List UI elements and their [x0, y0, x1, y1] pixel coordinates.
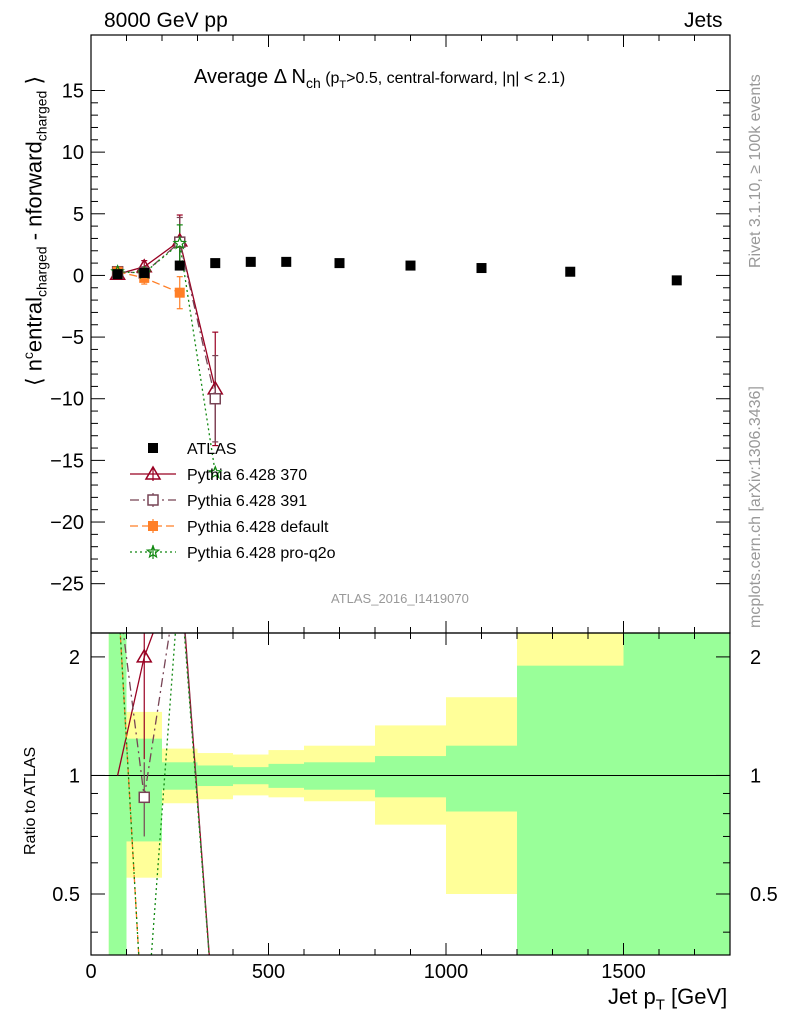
data-point — [139, 267, 150, 278]
main-series-lines — [114, 214, 219, 473]
category-label: Jets — [684, 9, 723, 32]
legend-entry: Pythia 6.428 391 — [130, 493, 307, 510]
data-point — [174, 287, 185, 298]
legend-label: ATLAS — [187, 441, 237, 458]
legend-marker — [145, 544, 161, 559]
ratio-y-tick-label-right: 2 — [750, 647, 761, 669]
x-tick-label: 1000 — [424, 961, 469, 983]
legend-label: Pythia 6.428 pro-q2o — [187, 545, 336, 562]
energy-label: 8000 GeV pp — [104, 9, 228, 32]
y-tick-label: −10 — [50, 389, 84, 411]
legend-marker — [148, 443, 158, 453]
data-point — [476, 263, 487, 274]
ratio-y-tick-label-right: 0.5 — [750, 884, 778, 906]
legend-marker — [148, 521, 158, 531]
series-line — [117, 239, 216, 390]
x-axis-title: Jet pT [GeV] — [608, 984, 728, 1014]
legend: ATLAS Pythia 6.428 370 Pythia 6.428 391 Pyt… — [130, 441, 336, 562]
ratio-point — [135, 648, 153, 663]
y-tick-label: 5 — [73, 204, 84, 226]
y-tick-label: −20 — [50, 512, 84, 534]
ratio-y-tick-label: 0.5 — [52, 884, 80, 906]
data-point — [209, 392, 221, 405]
y-tick-label: −15 — [50, 450, 84, 472]
x-tick-label: 0 — [85, 961, 96, 983]
y-tick-label: 10 — [62, 142, 84, 164]
mcplots-label: mcplots.cern.ch [arXiv:1306.3436] — [747, 386, 764, 628]
ratio-y-axis-title: Ratio to ATLAS — [22, 746, 39, 855]
y-tick-label: −25 — [50, 574, 84, 596]
plot-title: Average Δ Nch (pT>0.5, central-forward, … — [194, 66, 566, 91]
stat-uncertainty-band — [517, 665, 624, 955]
ratio-uncertainty-bands — [91, 633, 730, 955]
series-line — [117, 240, 216, 399]
stat-uncertainty-band — [162, 762, 198, 790]
data-point — [281, 256, 292, 267]
legend-label: Pythia 6.428 391 — [187, 493, 307, 510]
data-point — [565, 266, 576, 277]
legend-entry: ATLAS — [148, 441, 237, 458]
ratio-y-tick-label: 2 — [69, 647, 80, 669]
ratio-line — [119, 633, 210, 955]
ratio-plot-layer — [116, 633, 210, 955]
legend-entry: Pythia 6.428 370 — [130, 465, 307, 484]
stat-uncertainty-band — [375, 756, 446, 798]
ratio-point — [138, 791, 150, 804]
stat-uncertainty-band — [108, 633, 127, 955]
y-tick-label: 0 — [73, 265, 84, 287]
x-tick-label: 1500 — [601, 961, 646, 983]
legend-entry: Pythia 6.428 pro-q2o — [130, 544, 336, 562]
ratio-series-lines — [116, 633, 210, 955]
legend-entry: Pythia 6.428 default — [130, 519, 329, 536]
stat-uncertainty-band — [446, 745, 517, 812]
data-point — [334, 258, 345, 269]
legend-marker — [144, 465, 162, 480]
data-point — [210, 258, 221, 269]
legend-label: Pythia 6.428 default — [187, 519, 329, 536]
ratio-line — [122, 633, 210, 955]
data-point — [174, 260, 185, 271]
stat-uncertainty-band — [304, 762, 375, 790]
main-plot-layer — [109, 214, 682, 479]
y-tick-label: 15 — [62, 80, 84, 102]
data-point — [172, 235, 188, 250]
main-y-axis-title: ⟨ ncentralcharged - nforwardcharged ⟩ — [20, 75, 50, 386]
stat-uncertainty-band — [623, 633, 730, 955]
legend-marker — [147, 494, 159, 506]
data-point — [112, 269, 123, 280]
ratio-y-tick-label-right: 1 — [750, 765, 761, 787]
y-tick-label: −5 — [61, 327, 84, 349]
x-tick-label: 500 — [252, 961, 285, 983]
series-line — [117, 242, 216, 473]
ratio-y-tick-label: 1 — [69, 765, 80, 787]
plot-frames: 0 500 1000 1500 15 10 5 0 −5 −10 −15 −20 −25 2 2 1 1 0.5 0… — [50, 34, 778, 983]
legend-label: Pythia 6.428 370 — [187, 467, 307, 484]
rivet-label: Rivet 3.1.10, ≥ 100k events — [747, 74, 764, 268]
main-frame — [90, 34, 731, 634]
data-point — [671, 275, 682, 286]
ratio-line — [116, 633, 210, 955]
data-point — [245, 256, 256, 267]
data-point — [405, 260, 416, 271]
analysis-watermark: ATLAS_2016_I1419070 — [331, 591, 469, 606]
data-point — [207, 465, 223, 479]
